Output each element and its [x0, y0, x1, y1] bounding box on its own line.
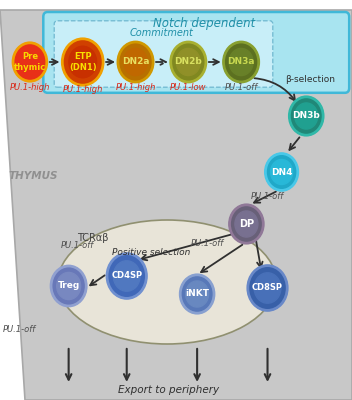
- Polygon shape: [0, 10, 352, 400]
- Text: ETP
(DN1): ETP (DN1): [69, 52, 96, 72]
- Circle shape: [107, 254, 146, 298]
- Circle shape: [57, 272, 81, 300]
- Text: TCRαβ: TCRαβ: [77, 233, 109, 243]
- Circle shape: [248, 266, 287, 310]
- Circle shape: [265, 154, 298, 190]
- Circle shape: [254, 273, 281, 303]
- Text: PU.1-high: PU.1-high: [115, 83, 156, 92]
- Circle shape: [186, 281, 209, 307]
- Text: THYMUS: THYMUS: [9, 171, 58, 181]
- Circle shape: [118, 42, 153, 82]
- Text: iNKT: iNKT: [185, 290, 209, 298]
- Circle shape: [62, 39, 103, 85]
- Text: Treg: Treg: [57, 282, 80, 290]
- Ellipse shape: [58, 220, 276, 344]
- Text: DP: DP: [239, 219, 254, 229]
- Circle shape: [171, 42, 206, 82]
- Circle shape: [18, 49, 42, 75]
- Text: PU.1-off: PU.1-off: [225, 83, 258, 92]
- Text: DN3a: DN3a: [227, 58, 255, 66]
- Text: DN2a: DN2a: [122, 58, 149, 66]
- Circle shape: [113, 261, 140, 291]
- Text: Positive selection: Positive selection: [112, 248, 190, 257]
- Circle shape: [176, 48, 200, 76]
- Text: PU.1-low: PU.1-low: [170, 83, 207, 92]
- FancyBboxPatch shape: [43, 12, 349, 93]
- Circle shape: [295, 103, 318, 129]
- Text: CD8SP: CD8SP: [252, 284, 283, 292]
- Circle shape: [13, 43, 47, 81]
- Text: DN4: DN4: [271, 168, 293, 176]
- Circle shape: [51, 266, 86, 306]
- Text: PU.1-off: PU.1-off: [3, 326, 36, 334]
- Text: PU.1-high: PU.1-high: [10, 83, 50, 92]
- Circle shape: [289, 97, 323, 135]
- Circle shape: [180, 275, 214, 313]
- Circle shape: [235, 211, 258, 237]
- Circle shape: [224, 42, 259, 82]
- FancyBboxPatch shape: [54, 21, 273, 87]
- Circle shape: [271, 160, 293, 184]
- Text: PU.1-off: PU.1-off: [251, 192, 284, 201]
- Text: DN3b: DN3b: [293, 112, 320, 120]
- Circle shape: [230, 205, 263, 243]
- Text: β-selection: β-selection: [285, 76, 335, 84]
- Circle shape: [229, 48, 253, 76]
- Text: PU.1-high: PU.1-high: [63, 86, 103, 94]
- Text: PU.1-off: PU.1-off: [190, 240, 224, 248]
- Circle shape: [69, 46, 96, 78]
- Text: CD4SP: CD4SP: [111, 272, 142, 280]
- Text: Pre
thymic: Pre thymic: [14, 52, 46, 72]
- Circle shape: [124, 48, 147, 76]
- Text: DN2b: DN2b: [175, 58, 202, 66]
- Text: PU.1-off: PU.1-off: [61, 242, 94, 250]
- Text: Export to periphery: Export to periphery: [118, 385, 220, 395]
- Text: Notch dependent: Notch dependent: [153, 17, 255, 30]
- Text: Commitment: Commitment: [130, 28, 194, 38]
